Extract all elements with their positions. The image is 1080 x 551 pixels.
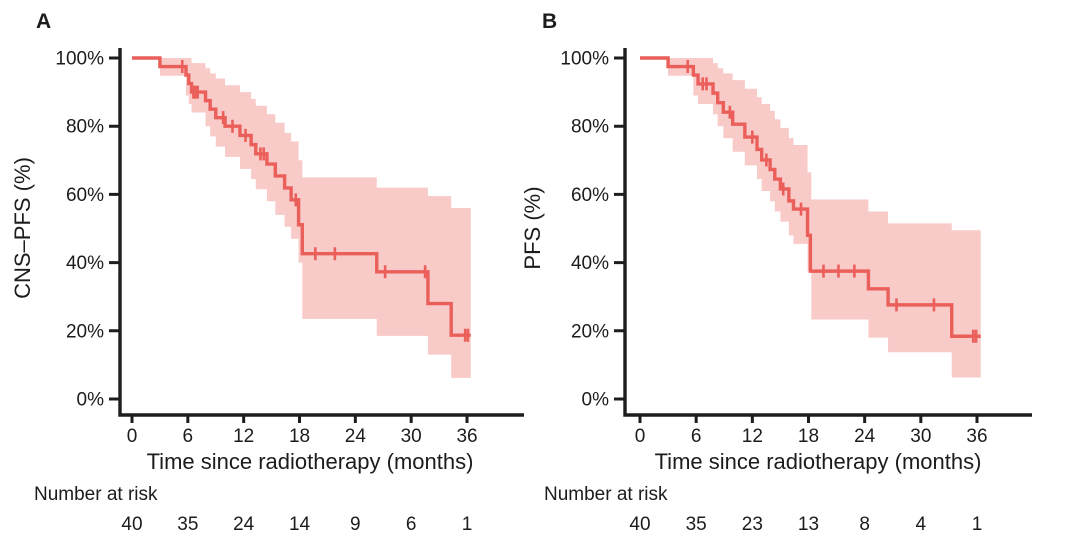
risk-count: 6 [406,514,417,535]
x-tick-label: 12 [233,426,254,447]
risk-count: 40 [629,514,650,535]
y-tick-label: 20% [66,321,104,342]
y-tick-label: 40% [571,253,609,274]
x-tick-label: 18 [289,426,310,447]
y-tick-label: 0% [77,390,105,411]
x-tick-label: 12 [742,426,763,447]
x-tick-label: 30 [401,426,422,447]
censor-ticks [180,60,470,342]
risk-count: 35 [686,514,707,535]
y-tick-label: 100% [560,49,609,70]
x-tick-label: 24 [854,426,876,447]
x-tick-label: 36 [456,426,477,447]
axis-lines [118,48,524,417]
risk-count: 13 [798,514,819,535]
risk-count: 9 [350,514,361,535]
y-tick-label: 40% [66,253,104,274]
panel-a-risk-table-label: Number at risk [34,484,158,505]
x-tick-label: 30 [910,426,931,447]
x-tick-label: 0 [127,426,138,447]
x-tick-label: 18 [798,426,819,447]
risk-count: 4 [916,514,927,535]
risk-count: 35 [177,514,198,535]
y-tick-label: 80% [66,117,104,138]
risk-count: 1 [972,514,983,535]
panel-b-x-axis-title: Time since radiotherapy (months) [654,449,982,474]
y-tick-label: 20% [571,321,609,342]
x-tick-label: 6 [183,426,194,447]
confidence-band [640,58,981,378]
y-tick-label: 60% [571,185,609,206]
y-tick-label: 0% [582,390,610,411]
panel-b-risk-table-label: Number at risk [544,484,668,505]
panel-b-letter: B [542,10,558,33]
panel-b-y-axis-title: PFS (%) [520,186,545,270]
axis-lines [623,48,1032,417]
panel-a-y-axis-title: CNS–PFS (%) [10,157,35,299]
tick-marks [109,56,469,423]
panel-a-letter: A [36,10,52,33]
risk-count: 23 [742,514,763,535]
x-tick-label: 0 [635,426,646,447]
y-tick-label: 60% [66,185,104,206]
y-tick-label: 100% [55,49,104,70]
risk-count: 1 [462,514,473,535]
risk-count: 40 [121,514,142,535]
x-tick-label: 24 [345,426,367,447]
x-tick-label: 6 [691,426,702,447]
risk-count: 8 [859,514,870,535]
km-panel-a: 100% 80% 60% 40% 20% 0% 0 6 12 18 24 30 36 40 35 24 14 9 6… [55,48,524,535]
panel-a-x-axis-title: Time since radiotherapy (months) [146,449,474,474]
km-panel-b: 100% 80% 60% 40% 20% 0% 0 6 12 18 24 30 36 40 35 23 13 8 4… [560,48,1032,535]
risk-count: 24 [233,514,255,535]
confidence-band [132,58,471,378]
x-tick-label: 36 [966,426,987,447]
y-tick-label: 80% [571,117,609,138]
tick-marks [614,56,979,423]
risk-count: 14 [289,514,311,535]
censor-ticks [686,60,978,343]
